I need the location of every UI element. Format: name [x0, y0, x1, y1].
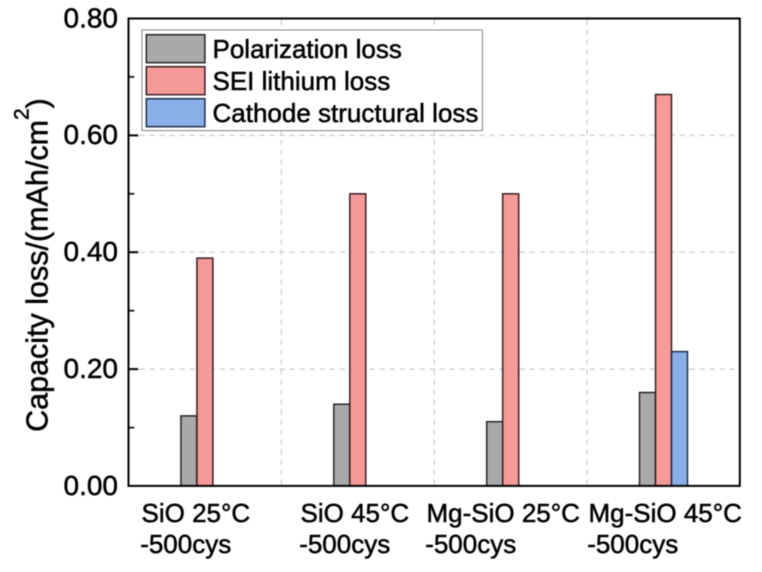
svg-text:-500cys: -500cys — [299, 529, 390, 559]
svg-text:0.80: 0.80 — [64, 2, 119, 33]
svg-text:0.00: 0.00 — [64, 470, 119, 501]
svg-text:0.60: 0.60 — [64, 119, 119, 150]
svg-text:Mg-SiO 25°C: Mg-SiO 25°C — [427, 498, 580, 528]
svg-text:0.20: 0.20 — [64, 353, 119, 384]
svg-text:0.40: 0.40 — [64, 236, 119, 267]
svg-text:-500cys: -500cys — [140, 529, 231, 559]
svg-text:-500cys: -500cys — [425, 529, 516, 559]
svg-text:Cathode structural loss: Cathode structural loss — [213, 98, 479, 128]
svg-text:-500cys: -500cys — [587, 529, 678, 559]
svg-text:SiO 25°C: SiO 25°C — [142, 498, 251, 528]
svg-text:SEI lithium loss: SEI lithium loss — [213, 66, 391, 96]
svg-text:Polarization loss: Polarization loss — [213, 34, 402, 64]
svg-text:Mg-SiO 45°C: Mg-SiO 45°C — [589, 498, 742, 528]
svg-text:SiO 45°C: SiO 45°C — [301, 498, 410, 528]
